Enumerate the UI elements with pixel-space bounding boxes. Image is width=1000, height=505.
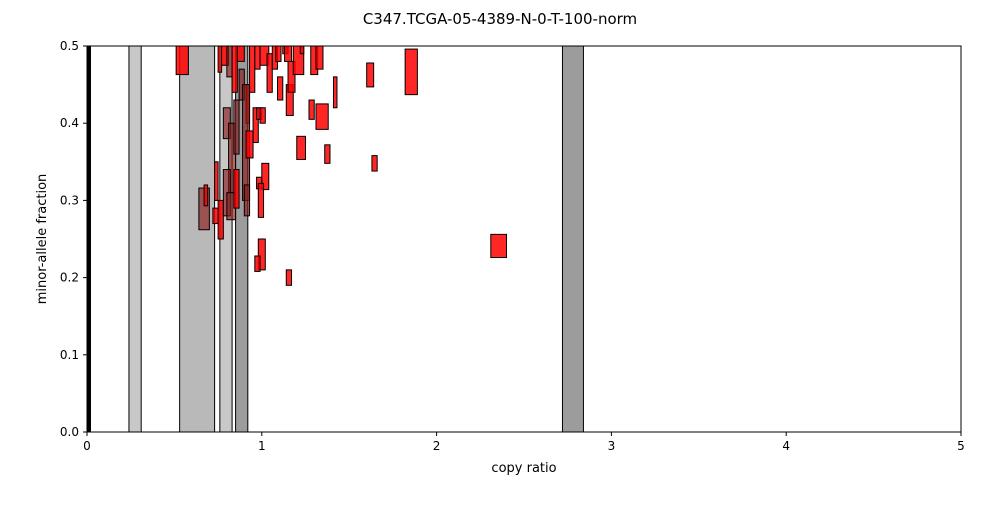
shaded-band	[128, 45, 142, 433]
x-axis: 0 1 2 3 4 5	[83, 432, 965, 453]
segment-box	[332, 76, 338, 109]
segments	[175, 45, 508, 286]
segment-box	[277, 76, 284, 101]
x-tick-label: 3	[608, 439, 616, 453]
segment-box	[257, 238, 266, 271]
segment-box	[285, 269, 293, 286]
segment-box	[233, 99, 240, 155]
segment-box	[257, 182, 265, 218]
segment-box	[175, 45, 189, 76]
x-tick-label: 5	[957, 439, 965, 453]
shaded-band	[179, 45, 216, 433]
y-tick-label: 0.5	[60, 39, 79, 53]
y-axis: 0.0 0.1 0.2 0.3 0.4 0.5	[60, 39, 87, 439]
segment-box	[236, 45, 245, 62]
shaded-band	[561, 45, 584, 433]
y-axis-label: minor-allele fraction	[35, 174, 50, 305]
segment-box	[217, 45, 223, 73]
segment-box	[212, 207, 219, 225]
x-tick-label: 0	[83, 439, 91, 453]
segment-box	[226, 45, 233, 78]
segment-box	[203, 184, 209, 207]
segment-box	[231, 45, 238, 93]
x-tick-label: 4	[782, 439, 790, 453]
y-tick-label: 0.2	[60, 271, 79, 285]
segment-box	[324, 144, 331, 164]
segment-box	[249, 45, 256, 93]
segment-box	[371, 155, 378, 172]
segment-box	[233, 169, 240, 209]
chart-title: C347.TCGA-05-4389-N-0-T-100-norm	[363, 10, 637, 28]
segment-box	[308, 99, 315, 120]
segment-box	[254, 45, 261, 70]
plot-area	[86, 45, 962, 433]
y-tick-label: 0.4	[60, 116, 79, 130]
segment-box	[217, 199, 224, 240]
segment-box	[254, 255, 261, 272]
segment-box	[275, 45, 282, 62]
y-tick-label: 0.0	[60, 425, 79, 439]
segment-box	[214, 161, 219, 201]
segment-box	[287, 60, 296, 93]
segment-box	[404, 48, 418, 96]
segment-box	[252, 107, 259, 144]
segment-box	[490, 233, 508, 259]
segment-box	[284, 45, 293, 62]
shaded-band	[86, 45, 91, 433]
axes-frame	[86, 45, 962, 433]
y-tick-label: 0.3	[60, 193, 79, 207]
x-axis-label: copy ratio	[491, 461, 556, 476]
segment-box	[315, 45, 324, 70]
segment-box	[296, 135, 307, 160]
x-tick-label: 1	[258, 439, 266, 453]
segment-box	[259, 107, 266, 124]
segment-box	[266, 53, 273, 93]
segment-box	[366, 62, 375, 88]
y-tick-label: 0.1	[60, 348, 79, 362]
segment-box	[245, 130, 254, 159]
segment-box	[315, 103, 329, 130]
x-tick-label: 2	[433, 439, 441, 453]
segment-box	[299, 45, 305, 55]
segment-box	[261, 162, 270, 191]
segment-box	[243, 184, 251, 217]
